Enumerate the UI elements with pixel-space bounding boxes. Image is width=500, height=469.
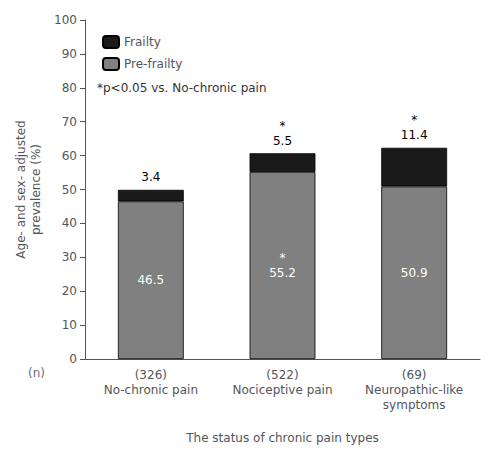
svg-text:30: 30 [62,250,77,264]
svg-text:Neuropathic-like: Neuropathic-like [365,383,463,397]
svg-text:No-chronic pain: No-chronic pain [104,383,198,397]
svg-text:20: 20 [62,284,77,298]
svg-text:80: 80 [62,81,77,95]
svg-text:Nociceptive pain: Nociceptive pain [232,383,332,397]
svg-text:60: 60 [62,149,77,163]
svg-text:(69): (69) [402,368,427,382]
svg-text:90: 90 [62,47,77,61]
svg-text:70: 70 [62,115,77,129]
svg-text:3.4: 3.4 [141,170,160,184]
svg-text:5.5: 5.5 [273,134,292,148]
svg-text:55.2: 55.2 [269,266,296,280]
svg-text:*: * [280,251,286,265]
svg-text:Age- and sex- adjusted: Age- and sex- adjusted [14,120,28,258]
svg-text:40: 40 [62,216,77,230]
svg-text:Frailty: Frailty [124,35,161,49]
svg-text:*: * [280,119,286,133]
svg-text:(n): (n) [28,366,45,380]
svg-text:46.5: 46.5 [137,273,164,287]
svg-text:symptoms: symptoms [383,398,446,412]
svg-text:(326): (326) [135,368,167,382]
svg-text:*: * [411,113,417,127]
svg-text:The status of chronic pain typ: The status of chronic pain types [185,431,379,445]
svg-text:10: 10 [62,318,77,332]
svg-text:0: 0 [69,352,77,366]
svg-text:11.4: 11.4 [401,128,428,142]
svg-text:(522): (522) [266,368,298,382]
svg-text:50: 50 [62,183,77,197]
svg-text:*p<0.05 vs. No-chronic pain: *p<0.05 vs. No-chronic pain [97,81,267,95]
svg-text:100: 100 [54,13,77,27]
svg-text:Pre-frailty: Pre-frailty [124,57,182,71]
svg-text:50.9: 50.9 [401,266,428,280]
svg-text:prevalence (%): prevalence (%) [29,144,43,235]
